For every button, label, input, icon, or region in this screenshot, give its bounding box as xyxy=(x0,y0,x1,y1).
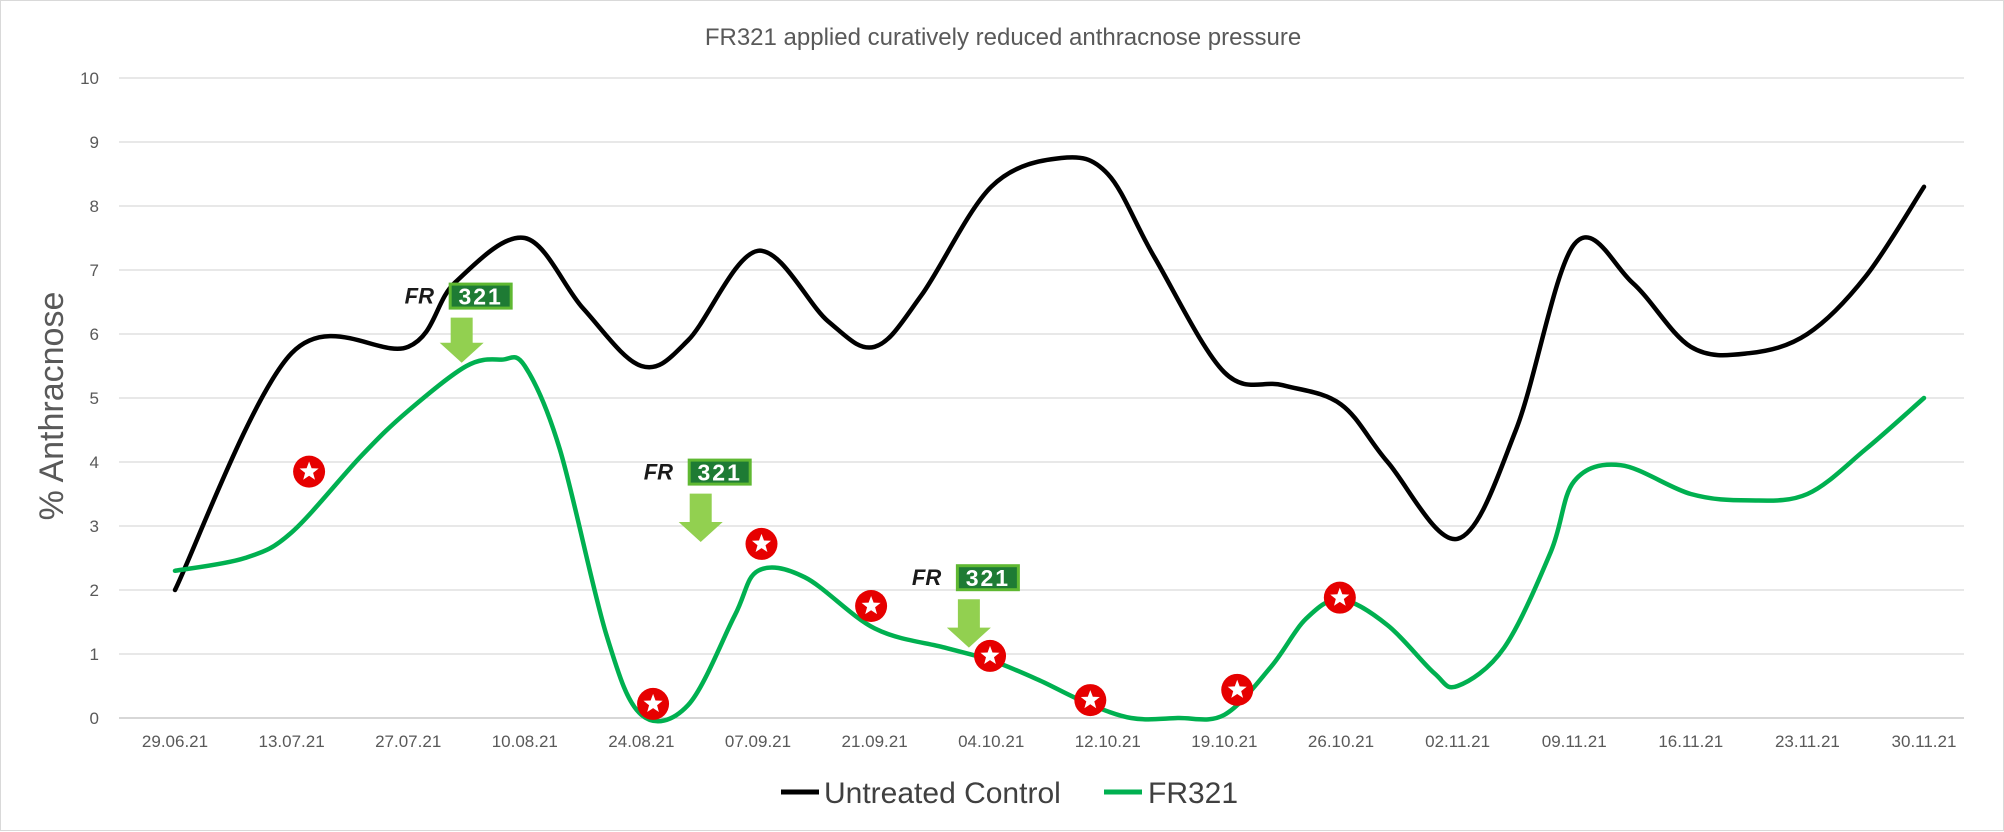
x-tick-labels: 29.06.21 13.07.21 27.07.21 10.08.21 24.08.21… xyxy=(142,732,1957,751)
x-tick-label: 10.08.21 xyxy=(492,732,558,751)
fr321-logo-number: 321 xyxy=(458,284,502,310)
fr321-logo-prefix: FR xyxy=(405,284,434,309)
x-tick-label: 16.11.21 xyxy=(1658,732,1723,751)
star-marker xyxy=(293,455,326,488)
series-line-untreated-control xyxy=(172,155,1927,593)
star-marker xyxy=(855,590,888,622)
star-marker xyxy=(637,687,670,720)
fr321-logo-prefix: FR xyxy=(912,565,941,590)
star-icon xyxy=(980,645,1000,664)
down-arrow-icon xyxy=(678,493,723,542)
series-line-fr321 xyxy=(172,354,1927,724)
x-tick-label: 23.11.21 xyxy=(1775,732,1840,751)
down-arrow-icon xyxy=(946,599,991,648)
legend: Untreated Control FR321 xyxy=(781,777,1238,810)
legend-label-fr321: FR321 xyxy=(1148,777,1238,810)
y-tick-label: 5 xyxy=(90,389,99,408)
fr321-logo-badge xyxy=(451,285,510,307)
star-marker xyxy=(1221,673,1254,706)
y-tick-label: 7 xyxy=(90,261,99,280)
fr321-logo-number: 321 xyxy=(966,565,1010,591)
x-tick-label: 04.10.21 xyxy=(958,732,1024,751)
fr321-application-marker: FR 321 xyxy=(405,282,513,363)
y-tick-labels: 0 1 2 3 4 5 6 7 8 9 10 xyxy=(80,69,99,728)
y-tick-label: 8 xyxy=(90,197,99,216)
y-tick-label: 0 xyxy=(90,709,99,728)
x-tick-label: 07.09.21 xyxy=(725,732,791,751)
x-tick-label: 02.11.21 xyxy=(1425,732,1490,751)
marker-layer: FR 321 FR 321 FR 321 xyxy=(293,282,1356,720)
fr321-logo-badge xyxy=(690,461,749,483)
fr321-logo-prefix: FR xyxy=(644,460,673,485)
y-tick-label: 2 xyxy=(90,581,99,600)
x-tick-label: 27.07.21 xyxy=(375,732,441,751)
star-icon xyxy=(861,596,881,615)
x-tick-label: 21.09.21 xyxy=(842,732,908,751)
fr321-logo-number: 321 xyxy=(698,460,742,486)
x-tick-label: 09.11.21 xyxy=(1542,732,1607,751)
x-tick-label: 26.10.21 xyxy=(1308,732,1374,751)
x-tick-label: 13.07.21 xyxy=(259,732,325,751)
star-icon xyxy=(643,693,663,712)
y-tick-label: 1 xyxy=(90,645,99,664)
fr321-application-marker: FR 321 xyxy=(644,458,752,542)
x-tick-label: 19.10.21 xyxy=(1191,732,1257,751)
y-axis-label: % Anthracnose xyxy=(33,292,71,521)
fr321-application-marker: FR 321 xyxy=(912,564,1020,648)
star-icon xyxy=(752,533,771,552)
star-icon xyxy=(1080,690,1100,709)
legend-label-untreated-control: Untreated Control xyxy=(824,777,1061,810)
grid-layer xyxy=(119,77,1964,719)
star-marker xyxy=(745,527,778,560)
star-icon xyxy=(299,461,319,480)
y-tick-label: 6 xyxy=(90,325,99,344)
star-marker xyxy=(1323,581,1356,614)
star-marker xyxy=(974,639,1007,672)
chart-title: FR321 applied curatively reduced anthrac… xyxy=(705,24,1301,51)
x-tick-label: 29.06.21 xyxy=(142,732,208,751)
y-tick-label: 4 xyxy=(90,453,99,472)
star-icon xyxy=(1330,587,1350,606)
y-tick-label: 9 xyxy=(90,133,99,152)
fr321-logo-badge xyxy=(958,567,1017,589)
star-marker xyxy=(1074,684,1107,717)
x-tick-label: 30.11.21 xyxy=(1892,732,1957,751)
x-tick-label: 12.10.21 xyxy=(1075,732,1141,751)
series-layer xyxy=(172,155,1927,724)
x-tick-label: 24.08.21 xyxy=(608,732,674,751)
star-icon xyxy=(1227,679,1247,698)
down-arrow-icon xyxy=(439,317,484,363)
y-tick-label: 3 xyxy=(90,517,99,536)
y-tick-label: 10 xyxy=(80,69,99,88)
